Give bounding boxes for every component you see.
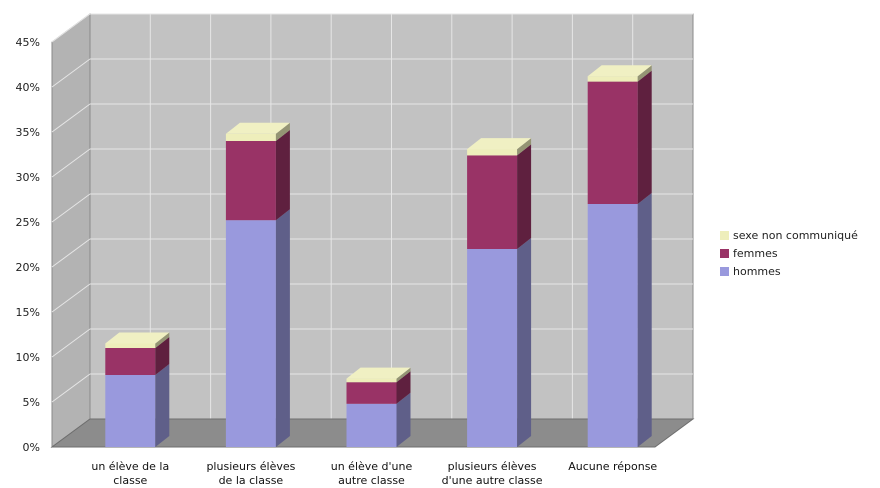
bar-segment-front bbox=[346, 378, 397, 383]
gridline-side bbox=[51, 328, 91, 358]
y-tick-label: 15% bbox=[16, 306, 40, 319]
bar-segment-side bbox=[155, 364, 170, 447]
legend-swatch bbox=[720, 248, 729, 258]
legend-label: sexe non communiqué bbox=[733, 228, 858, 242]
y-tick-label: 5% bbox=[23, 396, 40, 409]
gridline-side bbox=[51, 238, 91, 268]
bar-segment-front bbox=[587, 81, 638, 204]
legend-swatch bbox=[720, 230, 729, 240]
y-axis-ticks: 0% 5% 10% 15% 20% 25% 30% 35% 40% 45% bbox=[16, 36, 40, 454]
legend-swatch bbox=[720, 266, 729, 276]
legend-item: femmes bbox=[720, 244, 858, 262]
y-tick-label: 30% bbox=[16, 171, 40, 184]
bar-segment-front bbox=[105, 343, 156, 348]
bar-segment-side bbox=[396, 392, 411, 447]
y-tick-label: 45% bbox=[16, 36, 40, 49]
legend-item: sexe non communiqué bbox=[720, 226, 858, 244]
legend-label: femmes bbox=[733, 246, 778, 260]
x-tick-label: de la classe bbox=[219, 474, 284, 487]
legend-label: hommes bbox=[733, 264, 781, 278]
gridline-side bbox=[51, 13, 91, 43]
bar-segment-side bbox=[275, 209, 290, 447]
bars bbox=[105, 65, 652, 447]
bar-segment-front bbox=[225, 133, 276, 141]
x-tick-label: Aucune réponse bbox=[568, 460, 657, 473]
legend: sexe non communiqué femmes hommes bbox=[720, 226, 858, 280]
bar-segment-front bbox=[467, 155, 518, 249]
x-tick-label: un élève de la bbox=[91, 460, 169, 473]
bar-stack bbox=[587, 65, 652, 447]
bar-segment-front bbox=[587, 76, 638, 82]
bar-segment-front bbox=[346, 403, 397, 447]
bar-segment-front bbox=[225, 141, 276, 221]
bar-segment-side bbox=[275, 130, 290, 221]
bar-segment-side bbox=[396, 367, 411, 383]
side-wall bbox=[51, 13, 91, 448]
bar-stack bbox=[346, 367, 411, 447]
bar-segment-front bbox=[105, 348, 156, 375]
x-tick-label: un élève d'une bbox=[331, 460, 413, 473]
bar-stack bbox=[467, 138, 532, 447]
bar-segment-top bbox=[467, 138, 532, 150]
bar-segment-side bbox=[517, 144, 532, 249]
bar-segment-front bbox=[346, 382, 397, 404]
bar-segment-side bbox=[155, 337, 170, 375]
x-tick-label: autre classe bbox=[338, 474, 405, 487]
bar-segment-front bbox=[587, 204, 638, 447]
bar-segment-side bbox=[396, 371, 411, 404]
bar-segment-front bbox=[225, 220, 276, 447]
gridline-side bbox=[51, 193, 91, 223]
bar-segment-front bbox=[105, 375, 156, 447]
x-tick-label: d'une autre classe bbox=[442, 474, 543, 487]
bar-segment-top bbox=[225, 122, 290, 134]
bar-segment-side bbox=[637, 70, 652, 204]
y-tick-label: 25% bbox=[16, 216, 40, 229]
x-tick-label: plusieurs élèves bbox=[448, 460, 537, 473]
bar-segment-top bbox=[587, 65, 652, 77]
gridline-side bbox=[51, 148, 91, 178]
bar-stack bbox=[225, 122, 290, 447]
bar-segment-side bbox=[637, 65, 652, 82]
y-tick-label: 40% bbox=[16, 81, 40, 94]
gridline-side bbox=[51, 283, 91, 313]
bar-segment-side bbox=[517, 138, 532, 156]
bar-segment-side bbox=[637, 193, 652, 447]
x-tick-label: plusieurs élèves bbox=[206, 460, 295, 473]
y-tick-label: 10% bbox=[16, 351, 40, 364]
bar-segment-side bbox=[275, 122, 290, 141]
legend-item: hommes bbox=[720, 262, 858, 280]
bar-segment-top bbox=[346, 367, 411, 379]
bar-segment-side bbox=[517, 238, 532, 447]
y-tick-label: 20% bbox=[16, 261, 40, 274]
x-tick-label: classe bbox=[113, 474, 147, 487]
gridline-side bbox=[51, 373, 91, 403]
bar-segment-front bbox=[467, 249, 518, 447]
y-tick-label: 0% bbox=[23, 441, 40, 454]
gridline-side bbox=[51, 103, 91, 133]
bar-segment-top bbox=[105, 332, 170, 344]
bar-segment-side bbox=[155, 332, 170, 348]
gridline-side bbox=[51, 58, 91, 88]
bar-segment-front bbox=[467, 149, 518, 156]
bar-stack bbox=[105, 332, 170, 447]
y-tick-label: 35% bbox=[16, 126, 40, 139]
